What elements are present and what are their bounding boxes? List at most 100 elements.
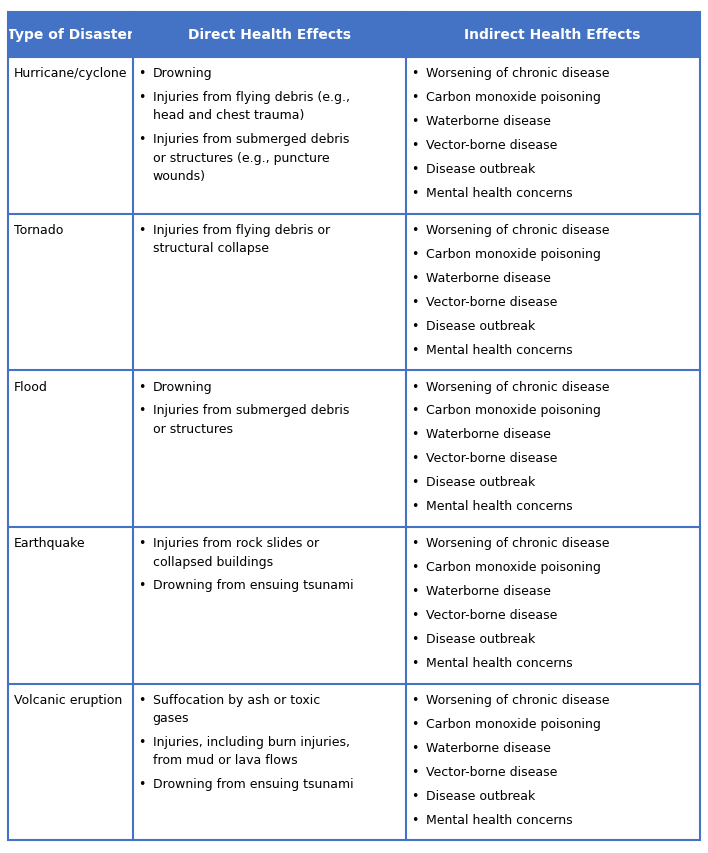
Text: or structures (e.g., puncture: or structures (e.g., puncture [153,152,329,165]
Text: wounds): wounds) [153,170,206,183]
Text: Mental health concerns: Mental health concerns [426,343,572,356]
Text: Indirect Health Effects: Indirect Health Effects [464,28,641,43]
Text: •: • [139,693,146,706]
Text: Mental health concerns: Mental health concerns [426,813,572,826]
Text: •: • [411,115,419,128]
Text: Volcanic eruption: Volcanic eruption [14,693,122,706]
Text: Drowning: Drowning [153,380,212,393]
Text: •: • [411,295,419,308]
Text: •: • [411,343,419,356]
Text: •: • [411,187,419,200]
Text: Flood: Flood [14,380,48,393]
Text: Carbon monoxide poisoning: Carbon monoxide poisoning [426,91,600,104]
Text: Direct Health Effects: Direct Health Effects [188,28,351,43]
Bar [8,527,700,684]
Text: Waterborne disease: Waterborne disease [426,271,551,284]
Text: •: • [411,271,419,284]
Text: •: • [411,452,419,465]
Text: •: • [411,163,419,176]
Text: •: • [411,632,419,645]
Text: •: • [411,608,419,621]
Text: •: • [411,789,419,802]
Text: •: • [139,380,146,393]
Text: Disease outbreak: Disease outbreak [426,789,535,802]
Text: •: • [411,741,419,754]
Text: •: • [411,656,419,669]
Text: Tornado: Tornado [14,223,64,236]
Text: Vector-borne disease: Vector-borne disease [426,139,557,152]
Bar [133,13,406,58]
Text: Disease outbreak: Disease outbreak [426,163,535,176]
Text: Carbon monoxide poisoning: Carbon monoxide poisoning [426,247,600,260]
Text: collapsed buildings: collapsed buildings [153,554,273,568]
Text: Worsening of chronic disease: Worsening of chronic disease [426,693,609,706]
Text: Vector-borne disease: Vector-borne disease [426,608,557,621]
Text: Injuries from submerged debris: Injuries from submerged debris [153,133,349,146]
Text: •: • [411,765,419,778]
Text: •: • [411,476,419,489]
Text: Vector-borne disease: Vector-borne disease [426,765,557,778]
Text: •: • [411,813,419,826]
Text: or structures: or structures [153,422,233,435]
Text: •: • [411,428,419,441]
Bar [406,13,700,58]
Text: •: • [411,223,419,236]
Text: Disease outbreak: Disease outbreak [426,476,535,489]
Text: •: • [139,537,146,549]
Text: Worsening of chronic disease: Worsening of chronic disease [426,223,609,236]
Text: Disease outbreak: Disease outbreak [426,632,535,645]
Text: •: • [139,223,146,236]
Text: Carbon monoxide poisoning: Carbon monoxide poisoning [426,404,600,417]
Text: •: • [139,133,146,146]
Text: Carbon monoxide poisoning: Carbon monoxide poisoning [426,717,600,730]
Text: Worsening of chronic disease: Worsening of chronic disease [426,380,609,393]
Text: Drowning: Drowning [153,67,212,80]
Text: Vector-borne disease: Vector-borne disease [426,452,557,465]
Text: •: • [139,777,146,791]
Text: Drowning from ensuing tsunami: Drowning from ensuing tsunami [153,777,353,791]
Bar [8,684,700,840]
Bar [8,13,133,58]
Text: •: • [411,537,419,549]
Text: •: • [139,735,146,748]
Text: Waterborne disease: Waterborne disease [426,741,551,754]
Text: •: • [411,717,419,730]
Text: Injuries from rock slides or: Injuries from rock slides or [153,537,319,549]
Text: Injuries from flying debris or: Injuries from flying debris or [153,223,330,236]
Text: •: • [139,67,146,80]
Text: •: • [411,380,419,393]
Text: •: • [411,693,419,706]
Text: •: • [139,404,146,417]
Text: Hurricane/cyclone: Hurricane/cyclone [14,67,127,80]
Text: gases: gases [153,711,189,724]
Bar [8,371,700,527]
Text: •: • [411,67,419,80]
Text: •: • [139,579,146,592]
Text: Mental health concerns: Mental health concerns [426,656,572,669]
Bar [8,58,700,214]
Text: •: • [139,91,146,104]
Text: •: • [411,139,419,152]
Text: Worsening of chronic disease: Worsening of chronic disease [426,67,609,80]
Text: Waterborne disease: Waterborne disease [426,115,551,128]
Text: Injuries, including burn injuries,: Injuries, including burn injuries, [153,735,350,748]
Bar [8,214,700,371]
Text: head and chest trauma): head and chest trauma) [153,109,304,122]
Text: •: • [411,247,419,260]
Text: Injuries from submerged debris: Injuries from submerged debris [153,404,349,417]
Text: Carbon monoxide poisoning: Carbon monoxide poisoning [426,560,600,573]
Text: •: • [411,319,419,332]
Text: Waterborne disease: Waterborne disease [426,584,551,597]
Text: •: • [411,91,419,104]
Text: Suffocation by ash or toxic: Suffocation by ash or toxic [153,693,320,706]
Text: Mental health concerns: Mental health concerns [426,500,572,513]
Text: Worsening of chronic disease: Worsening of chronic disease [426,537,609,549]
Text: Waterborne disease: Waterborne disease [426,428,551,441]
Text: Injuries from flying debris (e.g.,: Injuries from flying debris (e.g., [153,91,350,104]
Text: Mental health concerns: Mental health concerns [426,187,572,200]
Text: Type of Disaster: Type of Disaster [7,28,134,43]
Text: Disease outbreak: Disease outbreak [426,319,535,332]
Text: structural collapse: structural collapse [153,242,269,255]
Text: Earthquake: Earthquake [14,537,86,549]
Text: from mud or lava flows: from mud or lava flows [153,753,297,767]
